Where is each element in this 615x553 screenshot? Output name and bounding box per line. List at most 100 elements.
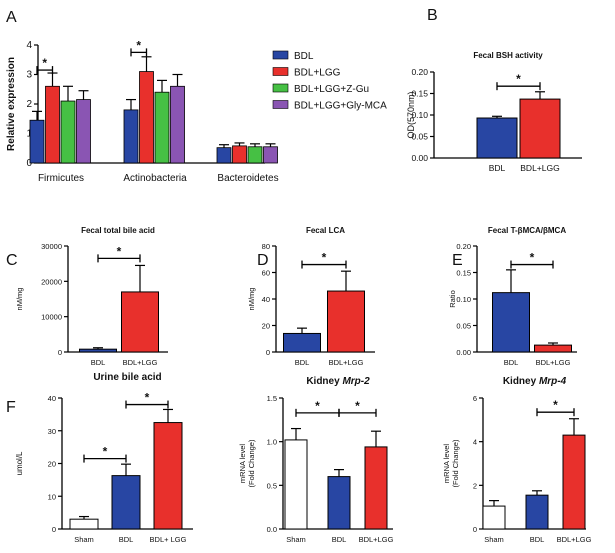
y-axis-label: umol/L: [15, 451, 24, 476]
bar-bacteroidetes: [232, 145, 247, 164]
bar-bdl: [79, 348, 117, 353]
y-tick-label: 0.05: [411, 132, 428, 142]
bar-firmicutes: [60, 100, 76, 164]
y-tick-label: 40: [48, 394, 56, 403]
panel-C: C Fecal total bile acid 0 10000 20000 30000 nM…: [6, 226, 168, 367]
chart-title: Kidney Mrp-2: [306, 376, 370, 387]
legend-swatch: [272, 67, 289, 76]
y-axis-label: nM/mg: [247, 288, 256, 311]
legend-swatch: [272, 50, 289, 60]
category-label: BDL: [119, 535, 134, 544]
bar-bdl-lgg: [519, 98, 561, 159]
y-tick-label: 4: [26, 40, 32, 51]
y-tick-label: 1.5: [267, 394, 277, 403]
significance-star: *: [103, 445, 108, 459]
bar-bdl-lgg: [534, 344, 572, 353]
panel-label: B: [427, 7, 438, 24]
y-axis-label: (Fold Change): [247, 439, 256, 487]
y-tick-label: 0: [26, 158, 32, 169]
category-label: BDL+LGG: [536, 358, 571, 367]
significance-star: *: [355, 399, 360, 413]
bar-bdl: [492, 292, 530, 353]
legend: BDL BDL+LGG BDL+LGG+Z-Gu BDL+LGG+Gly-MCA: [272, 50, 387, 112]
bar-bacteroidetes: [216, 147, 232, 164]
chart-title: Fecal T-βMCA/βMCA: [488, 226, 566, 235]
y-tick-label: 0.5: [267, 481, 277, 490]
significance-star: *: [117, 244, 122, 258]
panel-B: B Fecal BSH activity 0.00 0.05 0.10 0.15 0.20 O…: [406, 7, 582, 173]
y-tick-label: 0.00: [456, 348, 471, 357]
bar-bdl: [283, 332, 321, 353]
category-label: BDL+LGG: [329, 358, 364, 367]
significance-star: *: [322, 251, 327, 265]
y-tick-label: 20: [48, 460, 56, 469]
bar-bacteroidetes: [247, 146, 263, 164]
panel-F2: Kidney Mrp-2 0.0 0.5 1.0 1.5 mRNA level (Fold …: [238, 376, 394, 544]
y-tick-label: 6: [473, 394, 477, 403]
bar-firmicutes: [45, 85, 60, 164]
legend-entry: BDL+LGG+Gly-MCA: [294, 101, 387, 112]
significance-star: *: [136, 38, 141, 52]
chart-title-text: Kidney: [503, 376, 539, 387]
category-label: Sham: [484, 535, 504, 544]
bar-bdl-lgg: [153, 422, 183, 530]
bar-bdl-lgg: [327, 290, 365, 353]
y-tick-label: 2: [26, 99, 32, 110]
y-tick-label: 1: [26, 129, 32, 140]
y-tick-label: 30000: [41, 242, 62, 251]
y-tick-label: 0.10: [456, 295, 471, 304]
bar-sham: [284, 439, 308, 530]
category-label: BDL+LGG: [520, 163, 559, 173]
y-tick-label: 0: [52, 525, 56, 534]
y-tick-label: 2: [473, 481, 477, 490]
chart-title-gene: Mrp-4: [539, 376, 567, 387]
panel-label: D: [257, 252, 269, 269]
y-tick-label: 0.00: [411, 153, 428, 163]
y-tick-label: 10000: [41, 313, 62, 322]
y-tick-label: 0: [266, 348, 270, 357]
significance-star: *: [516, 72, 521, 86]
chart-title: Urine bile acid: [93, 372, 161, 383]
y-axis-label: nM/mg: [15, 288, 24, 311]
bar-bdl-lgg: [364, 446, 388, 530]
legend-entry: BDL: [294, 51, 314, 62]
y-tick-label: 0.10: [411, 110, 428, 120]
y-tick-label: 40: [262, 295, 270, 304]
chart-title: Fecal LCA: [306, 226, 345, 235]
panel-label: E: [452, 252, 463, 269]
y-axis-label: mRNA level: [442, 444, 451, 484]
panel-label: F: [6, 399, 16, 416]
y-tick-label: 10: [48, 492, 56, 501]
y-tick-label: 20000: [41, 277, 62, 286]
chart-title: Fecal BSH activity: [473, 51, 543, 60]
panel-E: E Fecal T-βMCA/βMCA 0.00 0.05 0.10 0.15 0.20 Ra…: [448, 226, 577, 367]
panel-F3: Kidney Mrp-4 0 2 4 6 mRNA level (Fold Change) S…: [442, 376, 592, 544]
y-axis-label: (Fold Change): [451, 439, 460, 487]
category-label: Sham: [286, 535, 306, 544]
y-tick-label: 1.0: [267, 438, 277, 447]
bar-actinobacteria: [170, 85, 185, 164]
category-label: BDL: [332, 535, 347, 544]
bar-actinobacteria: [139, 71, 154, 164]
y-tick-label: 4: [473, 438, 477, 447]
category-label: Bacteroidetes: [217, 173, 278, 184]
bar-bdl-lgg: [121, 291, 159, 353]
category-label: Sham: [74, 535, 94, 544]
category-label: BDL: [504, 358, 519, 367]
panel-label: C: [6, 252, 18, 269]
category-label: BDL: [530, 535, 545, 544]
significance-star: *: [530, 251, 535, 265]
bar-bdl-lgg: [562, 434, 586, 530]
y-tick-label: 0.05: [456, 322, 471, 331]
bar-firmicutes: [76, 99, 91, 164]
legend-swatch: [272, 83, 289, 93]
significance-star: *: [315, 399, 320, 413]
legend-entry: BDL+LGG+Z-Gu: [294, 84, 369, 95]
y-tick-label: 30: [48, 427, 56, 436]
category-label: BDL+LGG: [123, 358, 158, 367]
chart-title-gene: Mrp-2: [342, 376, 370, 387]
y-tick-label: 80: [262, 242, 270, 251]
panel-D: D Fecal LCA 0 20 40 60 80 nM/mg BDL BDL+LGG *: [247, 226, 375, 367]
y-axis-label: Relative expression: [6, 57, 17, 151]
